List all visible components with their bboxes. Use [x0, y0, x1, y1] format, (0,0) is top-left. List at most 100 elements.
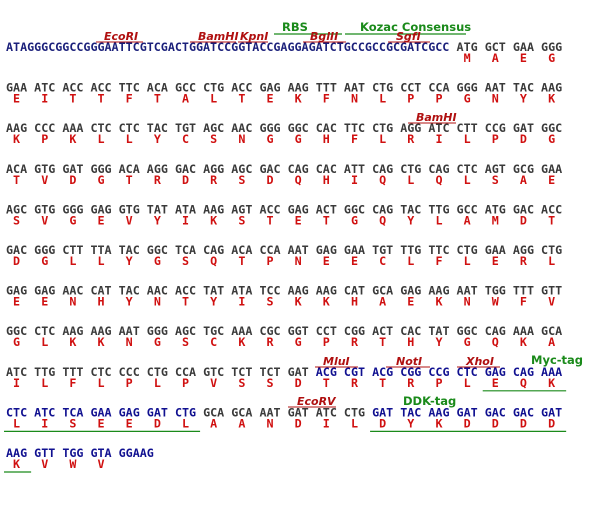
codon: TAT [147, 202, 168, 216]
amino-acid: D [492, 416, 499, 430]
codon: ACT [316, 202, 337, 216]
amino-acid: E [41, 295, 48, 309]
codon: GAA [485, 243, 506, 257]
codon: AAC [147, 284, 168, 298]
amino-acid: Y [520, 92, 527, 106]
codon: CAG [203, 243, 224, 257]
codon: CAT [344, 284, 365, 298]
amino-acid: E [548, 173, 555, 187]
feature-label: DDK-tag [403, 394, 456, 408]
amino-acid: A [238, 416, 245, 430]
codon: GAG [288, 202, 309, 216]
codon: AGC [231, 162, 252, 176]
amino-acid: C [379, 254, 386, 268]
amino-acid: E [126, 416, 133, 430]
amino-acid: H [323, 132, 330, 146]
feature-label: RBS [282, 20, 308, 34]
amino-acid: K [548, 92, 555, 106]
amino-acid: N [464, 295, 471, 309]
codon: CTG [457, 243, 478, 257]
amino-acid: A [182, 92, 189, 106]
amino-acid: I [435, 132, 442, 146]
codon: TCA [175, 243, 196, 257]
codon: AAG [6, 121, 27, 135]
amino-acid: D [295, 416, 302, 430]
amino-acid: P [407, 92, 414, 106]
codon: AGG [513, 243, 534, 257]
codon: CTC [457, 162, 478, 176]
amino-acid: L [13, 416, 20, 430]
amino-acid: G [69, 213, 76, 227]
codon: GAG [400, 284, 421, 298]
amino-acid: T [266, 213, 273, 227]
amino-acid: I [41, 416, 48, 430]
codon: TCC [259, 284, 280, 298]
codon: TAC [513, 81, 534, 95]
amino-acid: L [379, 132, 386, 146]
codon: CCA [175, 365, 196, 379]
amino-acid: L [182, 416, 189, 430]
codon: TTC [344, 121, 365, 135]
amino-acid: S [492, 173, 499, 187]
codon: CCT [400, 81, 421, 95]
amino-acid: K [435, 295, 442, 309]
codon: CCT [316, 324, 337, 338]
codon: TGC [203, 324, 224, 338]
codon: CTG [175, 405, 196, 419]
enzyme-label: BamHI [198, 30, 239, 43]
codon: AAA [513, 324, 534, 338]
amino-acid: R [520, 254, 528, 268]
amino-acid: R [210, 173, 218, 187]
amino-acid: G [295, 132, 302, 146]
amino-acid: Y [154, 213, 161, 227]
amino-acid: E [492, 254, 499, 268]
amino-acid: S [238, 173, 245, 187]
codon: ATC [428, 121, 449, 135]
codon: ACC [62, 81, 83, 95]
amino-acid: T [323, 213, 330, 227]
amino-acid: Q [295, 173, 302, 187]
codon: ATT [344, 162, 365, 176]
amino-acid: E [295, 213, 302, 227]
codon: ACC [231, 81, 252, 95]
codon: CCC [34, 121, 55, 135]
codon: TGG [485, 284, 506, 298]
codon: CAG [513, 365, 534, 379]
amino-acid: D [520, 132, 527, 146]
codon: ATC [316, 405, 337, 419]
amino-acid: S [238, 376, 245, 390]
codon: TCA [62, 405, 83, 419]
codon: TAC [119, 284, 140, 298]
amino-acid: A [548, 335, 555, 349]
amino-acid: D [69, 173, 76, 187]
codon: GAT [513, 121, 534, 135]
codon: GGG [541, 40, 562, 54]
amino-acid: Q [210, 254, 217, 268]
codon: AAC [231, 121, 252, 135]
codon: GAT [457, 405, 478, 419]
codon: GAG [259, 81, 280, 95]
codon: GAC [513, 405, 534, 419]
codon: ATG [485, 202, 506, 216]
codon: GAG [90, 202, 111, 216]
codon: ACC [541, 202, 562, 216]
codon: CTT [62, 243, 83, 257]
amino-acid: C [210, 335, 217, 349]
codon: CTG [372, 81, 393, 95]
amino-acid: N [69, 295, 76, 309]
enzyme-label: SgfI [396, 30, 421, 43]
amino-acid: K [238, 335, 245, 349]
amino-acid: G [154, 254, 161, 268]
codon: GCT [485, 40, 506, 54]
amino-acid: N [492, 92, 499, 106]
codon: AAT [485, 81, 506, 95]
codon: AGC [6, 202, 27, 216]
codon: GCC [175, 81, 196, 95]
codon: CTG [344, 405, 365, 419]
amino-acid: L [154, 376, 161, 390]
amino-acid: K [520, 335, 527, 349]
amino-acid: K [210, 213, 217, 227]
codon: AAA [231, 324, 252, 338]
amino-acid: I [13, 376, 20, 390]
